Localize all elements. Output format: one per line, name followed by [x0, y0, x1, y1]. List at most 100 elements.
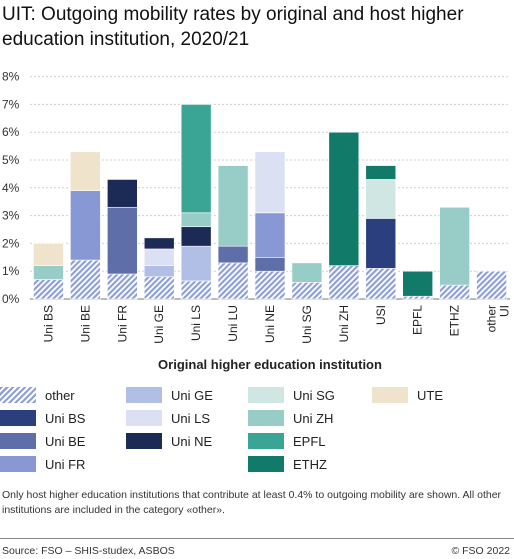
bar-segment	[107, 179, 138, 208]
legend-item: EPFL	[248, 432, 326, 450]
legend-swatch	[248, 387, 284, 403]
x-tick-label: ETHZ	[448, 305, 462, 336]
bar-segment	[439, 206, 470, 286]
bar-segment	[180, 226, 212, 247]
legend-label: Uni FR	[45, 456, 86, 472]
bar-segment	[365, 165, 397, 180]
x-tick-label: Uni ZH	[337, 305, 351, 342]
bar-segment	[291, 262, 323, 283]
y-tick-label: 2%	[2, 236, 20, 250]
x-tick-label: Uni NE	[263, 305, 277, 343]
y-tick-label: 1%	[2, 264, 20, 278]
bar-segment	[254, 270, 286, 300]
legend-swatch	[248, 456, 284, 472]
y-tick-label: 0%	[2, 292, 20, 306]
chart-title: UIT: Outgoing mobility rates by original…	[2, 4, 464, 50]
legend-item: Uni BE	[0, 432, 85, 450]
bar-segment	[439, 284, 470, 300]
bar-segment	[180, 245, 212, 282]
bar-segment	[107, 273, 138, 300]
copyright-text: © FSO 2022	[451, 545, 510, 557]
legend-item: Uni LS	[126, 409, 210, 427]
bar-segment	[33, 265, 64, 280]
legend-label: UTE	[417, 387, 443, 403]
legend-item: Uni NE	[126, 432, 212, 450]
bar-segment	[70, 151, 101, 191]
bar-segment	[143, 265, 175, 278]
legend-label: Uni GE	[171, 387, 213, 403]
bar-segment	[33, 243, 64, 266]
source-text: Source: FSO – SHIS-studex, ASBOS	[2, 545, 175, 557]
x-tick-label: Uni BE	[78, 305, 92, 342]
bar-segment	[107, 206, 138, 275]
x-tick-label: Uni LS	[189, 305, 203, 341]
bar-segment	[328, 265, 360, 300]
bar-segment	[180, 280, 212, 300]
x-tick-label: USI	[374, 305, 388, 325]
bar-segment	[143, 276, 175, 300]
legend-item: Uni FR	[0, 455, 85, 473]
legend-swatch	[0, 410, 36, 426]
legend-swatch	[126, 433, 162, 449]
x-axis-title: Original higher education institution	[158, 357, 382, 372]
legend-label: EPFL	[293, 433, 326, 449]
bar-segment	[328, 131, 360, 266]
x-tick-label: Uni BS	[41, 305, 55, 342]
legend-label: other	[45, 387, 75, 403]
bar-segment	[180, 212, 212, 228]
bar-segment	[476, 270, 507, 300]
footnote: Only host higher education institutions …	[2, 489, 502, 516]
legend-label: Uni SG	[293, 387, 335, 403]
bar-segment	[33, 279, 64, 300]
legend-label: Uni ZH	[293, 410, 334, 426]
x-tick-label: Uni SG	[300, 305, 314, 344]
y-tick-label: 8%	[2, 70, 20, 84]
bar-segment	[365, 179, 397, 219]
legend-item: Uni ZH	[248, 409, 333, 427]
bar-segment	[217, 262, 249, 300]
bar-segment	[70, 190, 101, 261]
bar-segment	[402, 295, 433, 300]
legend-swatch	[248, 433, 284, 449]
y-tick-label: 3%	[2, 209, 20, 223]
bar-segment	[217, 245, 249, 264]
x-tick-label: Uni GE	[152, 305, 166, 344]
y-tick-label: 5%	[2, 153, 20, 167]
legend-swatch	[126, 387, 162, 403]
bar-segment	[365, 268, 397, 300]
legend-swatch	[372, 387, 408, 403]
legend-label: Uni BE	[45, 433, 86, 449]
y-tick-label: 6%	[2, 125, 20, 139]
legend-swatch	[126, 410, 162, 426]
bar-segment	[143, 248, 175, 266]
bar-segment	[143, 237, 175, 250]
x-tick-label: EPFL	[411, 305, 425, 335]
legend-item: Uni BS	[0, 409, 85, 427]
legend-label: ETHZ	[293, 456, 327, 472]
legend-swatch	[0, 456, 36, 472]
bar-segment	[254, 212, 286, 258]
legend-item: Uni SG	[248, 386, 335, 404]
x-tick-label: UI	[498, 305, 512, 317]
legend-item: other	[0, 386, 75, 404]
legend-label: Uni LS	[171, 410, 211, 426]
legend-swatch	[248, 410, 284, 426]
x-tick-label: Uni FR	[115, 305, 129, 343]
legend-label: Uni BS	[45, 410, 86, 426]
legend-label: Uni NE	[171, 433, 213, 449]
x-tick-label: Uni LU	[226, 305, 240, 342]
bar-segment	[291, 282, 323, 300]
legend: other Uni BS Uni BE Uni FR Uni GE Uni LS Uni N…	[0, 386, 514, 478]
bar-segment	[365, 218, 397, 269]
bar-segment	[217, 165, 249, 247]
bar-segment	[180, 104, 212, 214]
x-tick-label: other	[485, 305, 499, 332]
y-tick-label: 4%	[2, 181, 20, 195]
bar-segment	[254, 151, 286, 214]
legend-item: ETHZ	[248, 455, 327, 473]
legend-swatch	[0, 433, 36, 449]
legend-item: UTE	[372, 386, 443, 404]
bar-segment	[254, 257, 286, 272]
legend-swatch	[0, 387, 36, 403]
bar-segment	[402, 270, 433, 297]
